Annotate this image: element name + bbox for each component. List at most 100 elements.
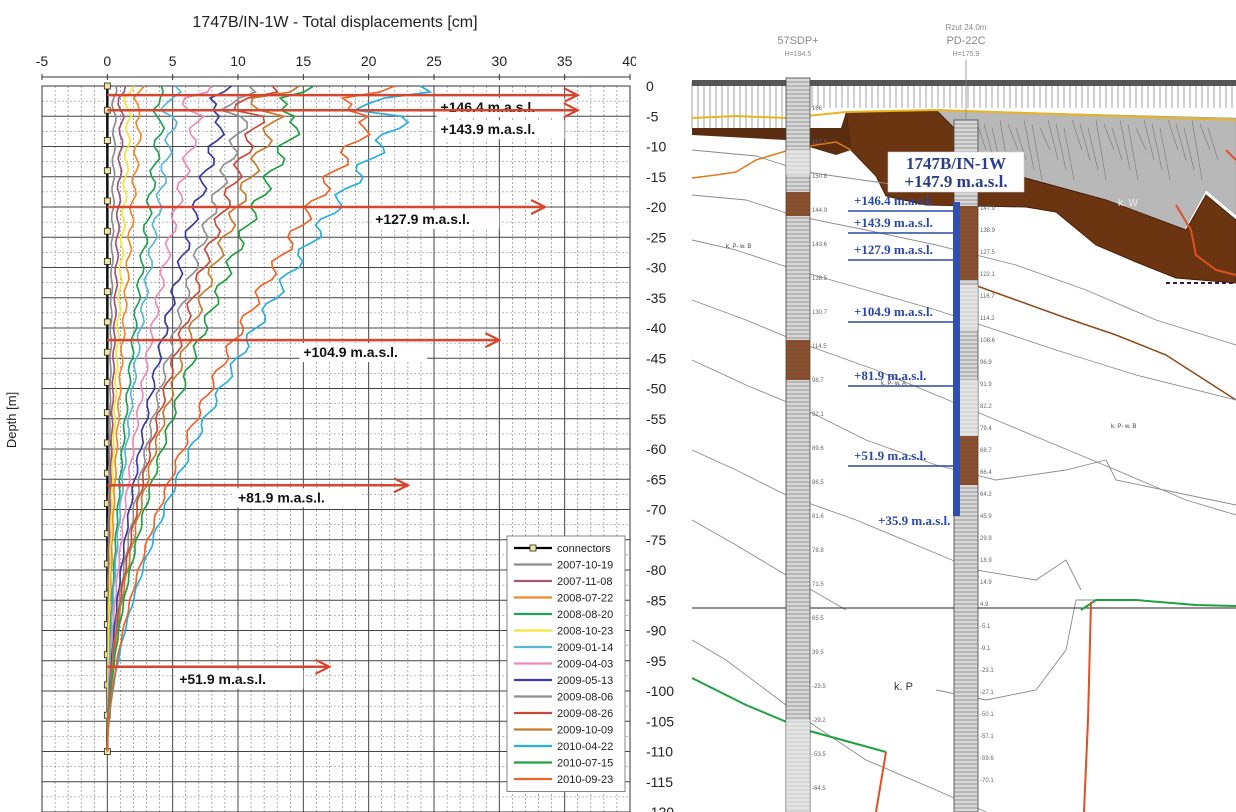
x-tick-label: 15 (296, 53, 312, 69)
gravel-hatch (1039, 127, 1051, 151)
series-group (103, 82, 433, 755)
green-line-left (691, 677, 887, 753)
annotation-arrowhead (530, 199, 548, 215)
right-well-label: 29.9 (980, 536, 992, 542)
connector-marker (103, 258, 111, 265)
plot-frame (41, 85, 631, 812)
right-well-label: 96.9 (980, 360, 992, 366)
connector-marker (103, 227, 111, 235)
stratum-boundary-1 (965, 281, 1236, 401)
well-light-segment (786, 720, 810, 812)
right-well-label: -70.1 (980, 778, 994, 784)
annotations-group: +146.4 m.a.s.l. +143.9 m.a.s.l. +127.9 m.a… (107, 87, 581, 689)
section-depth-label: -50 (646, 381, 666, 397)
gravel-hatch (1135, 127, 1147, 151)
series-line-2009-01-14 (106, 85, 183, 752)
legend-label: connectors (557, 543, 611, 555)
ticks-group: -505101520253035400-5-10-15-20-25-30-35-… (36, 53, 636, 80)
series-line-2009-08-26 (106, 85, 280, 752)
level-label: +143.9 m.a.s.l. (854, 215, 933, 230)
slip-line-right (1175, 204, 1236, 276)
gravel-hatch (1199, 123, 1211, 151)
inclinometer-tube (953, 202, 960, 516)
annotation-bg (234, 488, 362, 508)
right-well-label: -9.1 (980, 646, 991, 652)
section-depth-label: -90 (646, 623, 666, 639)
annotation-label: +143.9 m.a.s.l. (441, 121, 536, 137)
contour-line-2 (691, 239, 1236, 401)
section-depth-label: -100 (646, 683, 674, 699)
red-line-right (1083, 601, 1092, 812)
section-depth-label: -95 (646, 653, 666, 669)
right-well-label: 18.9 (980, 558, 992, 564)
gravel-hatch (1095, 119, 1107, 181)
section-depth-label: -55 (646, 411, 666, 427)
right-well-label: -59.6 (980, 756, 994, 762)
right-well-label: 116.7 (980, 294, 995, 300)
right-well-label: 79.4 (980, 426, 992, 432)
left-well-label: 138.5 (812, 276, 828, 282)
section-depth-label: -45 (646, 350, 666, 366)
legend-label: 2009-01-14 (557, 642, 613, 654)
left-well-label: 166 (812, 106, 823, 112)
section-depth-label: -120 (646, 804, 674, 812)
section-depth-label: -85 (646, 592, 666, 608)
legend-label: 2010-04-22 (557, 741, 613, 753)
zone-label: k. P- w. B (726, 244, 751, 250)
left-well-label: 114.5 (812, 344, 827, 350)
section-depth-label: -60 (646, 441, 666, 457)
section-depth-label: -105 (646, 713, 674, 729)
right-well-label: 138.9 (980, 228, 996, 234)
legend: connectors 2007-10-19 2007-11-08 2008-07-22… (506, 535, 626, 792)
left-well-label: 143.6 (812, 242, 828, 248)
zone-label: k. P- w. A (881, 381, 906, 387)
annotation-arrowhead (393, 477, 411, 494)
x-tick-label: 30 (492, 53, 508, 69)
level-label: +104.9 m.a.s.l. (854, 304, 933, 319)
borehole-left-elev: H=194.5 (785, 51, 812, 58)
borehole-left (785, 77, 811, 812)
legend-label: 2007-11-08 (557, 576, 612, 588)
gravel-hatch (1087, 127, 1099, 171)
right-well-label: 108.6 (980, 338, 996, 344)
left-well-label: 144.9 (812, 208, 828, 214)
section-depth-label: -115 (646, 774, 673, 790)
series-line-2009-05-13 (106, 85, 233, 752)
red-line-left (875, 751, 887, 812)
borehole-right-top: Rzut 24.0m (946, 23, 987, 32)
annotation-label: +127.9 m.a.s.l. (375, 211, 470, 227)
right-well-label: 147.9 (980, 206, 996, 212)
right-well-label: 91.9 (980, 382, 992, 388)
left-well-label: -64.5 (812, 786, 826, 792)
left-well-label: -29.2 (812, 718, 826, 724)
section-depth-label: -65 (646, 471, 666, 487)
annotation-arrowhead (484, 332, 502, 349)
borehole-left-name: 57SDP+ (777, 35, 818, 47)
gravel-hatch (1191, 119, 1203, 181)
left-well-label: 65.5 (812, 616, 824, 622)
right-well-label: 114.2 (980, 316, 995, 322)
left-well-label: 81.6 (812, 514, 824, 520)
right-well-label: -27.1 (980, 690, 994, 696)
zone-label: k. W (1118, 198, 1139, 209)
gravel-hatch (1023, 119, 1035, 171)
inclinometer-title: 1747B/IN-1W (906, 154, 1006, 173)
contour-line-1 (691, 194, 1236, 346)
series-line-2009-10-09 (106, 85, 300, 752)
annotation-bg (436, 98, 565, 118)
gravel-hatch (1055, 123, 1067, 171)
section-depth-label: -15 (646, 169, 666, 185)
gravel-hatch (1047, 119, 1059, 161)
section-depth-label: 0 (646, 78, 654, 94)
x-tick-label: -5 (36, 53, 49, 69)
connector-marker (103, 137, 111, 144)
annotation-arrowhead (563, 102, 581, 119)
gravel-hatch (1175, 123, 1187, 161)
connector-marker (103, 167, 111, 175)
connector-marker (103, 197, 111, 205)
section-depth-label: -35 (646, 290, 666, 306)
series-line-2010-09-23 (106, 85, 396, 752)
gravel-hatch (1183, 127, 1195, 171)
gravel-hatch (1031, 123, 1043, 181)
left-well-label: -53.5 (812, 752, 826, 758)
